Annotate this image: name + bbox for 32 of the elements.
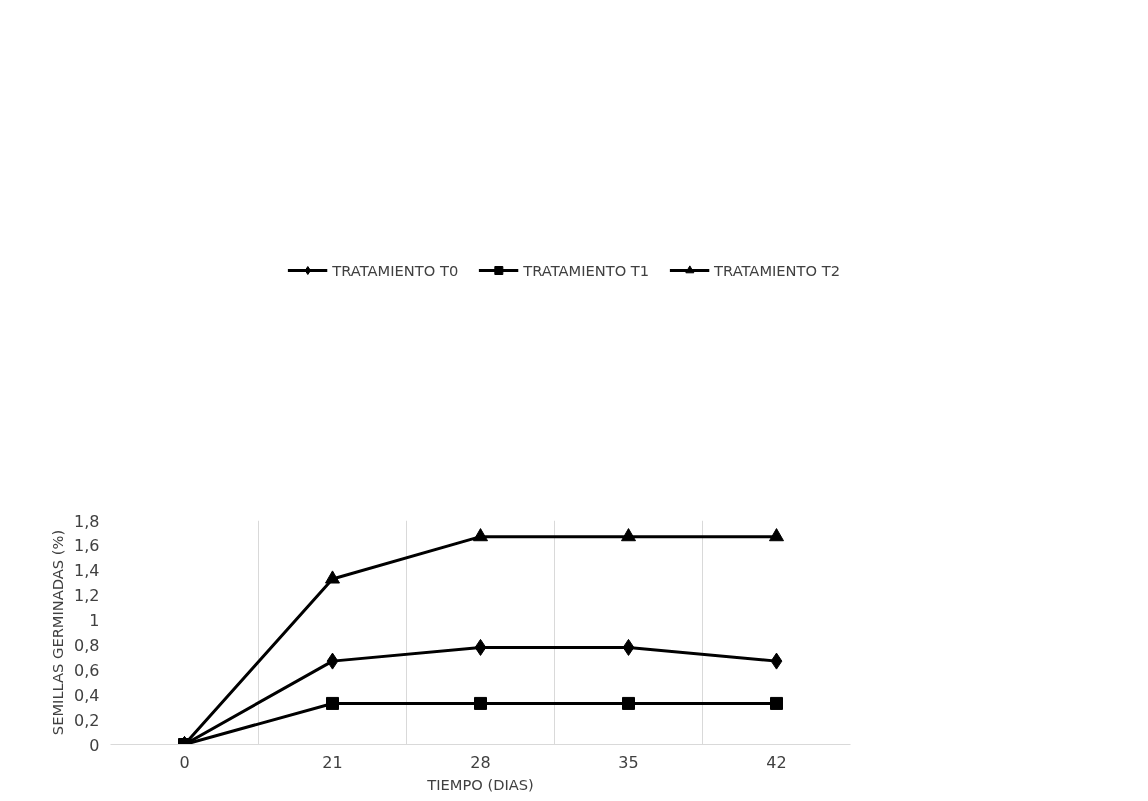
x-axis-title: TIEMPO (DIAS) xyxy=(426,775,534,793)
y-tick-label: 0 xyxy=(89,735,100,755)
x-tick-label: 21 xyxy=(322,752,343,772)
x-tick-label: 0 xyxy=(179,752,190,772)
point xyxy=(326,696,339,710)
x-tick-label: 28 xyxy=(470,752,491,772)
point xyxy=(769,528,784,542)
x-tick-label: 35 xyxy=(618,752,639,772)
point xyxy=(621,528,636,542)
y-tick-label: 1,4 xyxy=(74,561,100,581)
y-tick-label: 1 xyxy=(89,611,100,631)
point xyxy=(325,570,340,584)
point xyxy=(474,638,487,656)
y-tick-label: 0,2 xyxy=(74,710,100,730)
legend-label: TRATAMIENTO T2 xyxy=(714,261,840,279)
legend-label: TRATAMIENTO T0 xyxy=(332,261,459,279)
point xyxy=(326,652,339,670)
y-tick-label: 1,8 xyxy=(74,511,100,531)
x-tick-label: 42 xyxy=(766,752,787,772)
y-tick-label: 0,6 xyxy=(74,660,100,680)
y-tick-label: 0,4 xyxy=(74,685,100,705)
legend-label: TRATAMIENTO T1 xyxy=(523,261,650,279)
point xyxy=(622,638,635,656)
point xyxy=(474,696,487,710)
y-axis-title: SEMILLAS GERMINADAS (%) xyxy=(49,529,67,736)
y-tick-label: 1,2 xyxy=(74,586,100,606)
point xyxy=(770,652,783,670)
y-tick-label: 1,6 xyxy=(74,536,100,556)
point xyxy=(770,696,783,710)
point xyxy=(473,528,488,542)
y-tick-label: 0,8 xyxy=(74,635,100,655)
point xyxy=(622,696,635,710)
